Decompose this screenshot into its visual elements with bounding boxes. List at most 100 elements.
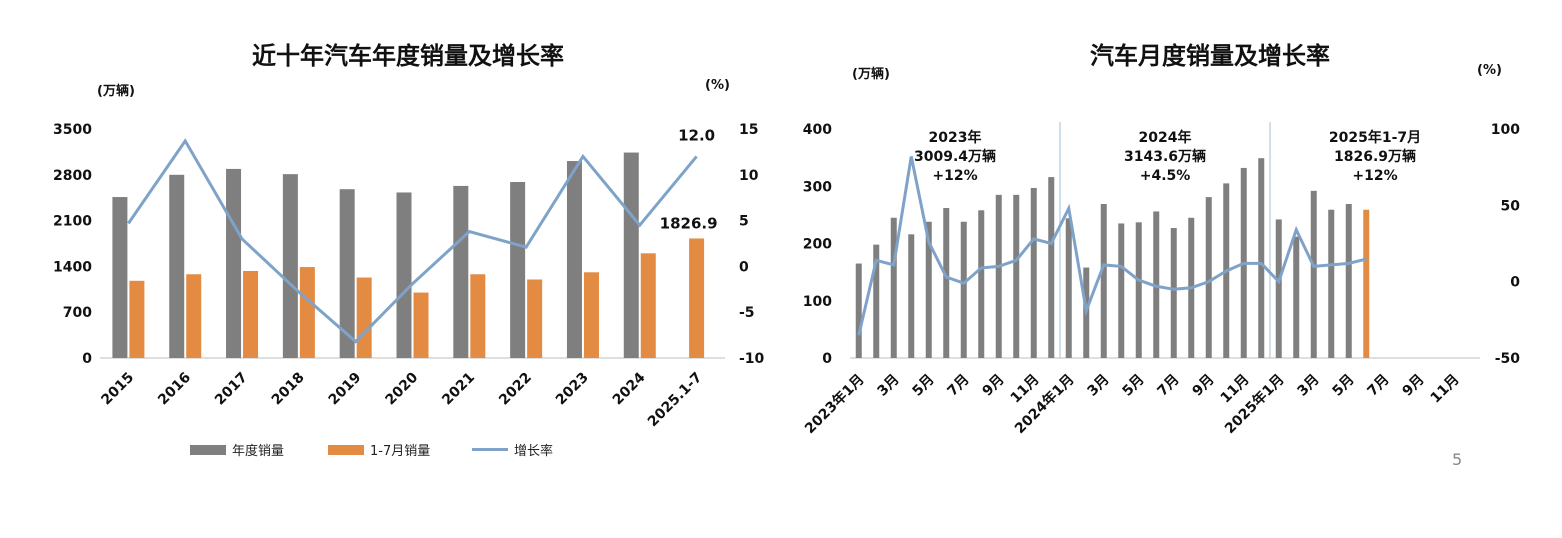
annual-sales-bar bbox=[453, 185, 469, 358]
left-x-tick-label: 2015 bbox=[98, 370, 137, 409]
right-chart-left-unit: (万辆) bbox=[852, 67, 890, 82]
legend-swatch-jan-jul bbox=[328, 444, 364, 455]
monthly-sales-bar bbox=[855, 263, 862, 358]
monthly-sales-bar bbox=[908, 234, 915, 358]
monthly-sales-bar bbox=[1310, 190, 1317, 358]
right-chart-title: 汽车月度销量及增长率 bbox=[1090, 42, 1330, 70]
right-chart-right-unit: (%) bbox=[1477, 63, 1502, 78]
annual-sales-bar bbox=[339, 189, 355, 358]
page-number: 5 bbox=[1452, 450, 1463, 469]
right-chart-left-y-tick-label: 200 bbox=[803, 237, 832, 253]
period-annotation-total: 3009.4万辆 bbox=[914, 148, 996, 165]
right-x-tick-label: 11月 bbox=[1428, 372, 1463, 407]
annual-sales-bar bbox=[623, 152, 639, 358]
right-x-tick-label: 5月 bbox=[909, 372, 937, 400]
monthly-sales-bar bbox=[1328, 209, 1335, 358]
period-annotation-growth: +4.5% bbox=[1140, 168, 1191, 184]
left-chart-left-unit: (万辆) bbox=[97, 84, 135, 99]
monthly-sales-bar bbox=[995, 194, 1002, 358]
annual-sales-bar bbox=[396, 192, 412, 358]
legend-jan-jul-sales: 1-7月销量 bbox=[328, 440, 430, 459]
growth-rate-line bbox=[127, 138, 698, 344]
left-x-tick-label: 2023 bbox=[553, 370, 592, 409]
annotation-sales-2025: 1826.9 bbox=[660, 214, 718, 232]
jan-jul-sales-bar bbox=[186, 274, 202, 358]
annotation-growth-2025: 12.0 bbox=[678, 126, 715, 144]
left-x-tick-label: 2017 bbox=[212, 370, 251, 409]
period-annotation-total: 3143.6万辆 bbox=[1124, 148, 1206, 165]
monthly-sales-bar bbox=[1100, 203, 1107, 358]
left-x-tick-label: 2018 bbox=[269, 370, 308, 409]
right-x-tick-label: 3月 bbox=[1084, 372, 1112, 400]
right-y-tick-label: -10 bbox=[739, 351, 765, 367]
jan-jul-sales-bar bbox=[527, 279, 543, 358]
jan-jul-sales-bar bbox=[470, 274, 486, 358]
legend-label-growth: 增长率 bbox=[514, 444, 554, 459]
left-x-tick-label: 2019 bbox=[326, 370, 365, 409]
right-y-tick-label: 5 bbox=[739, 214, 749, 230]
left-x-tick-label: 2021 bbox=[439, 370, 478, 409]
left-y-tick-label: 1400 bbox=[53, 259, 92, 275]
monthly-growth-rate-line bbox=[857, 156, 1367, 336]
left-y-tick-label: 2800 bbox=[53, 168, 92, 184]
monthly-sales-bar bbox=[960, 221, 967, 358]
left-x-tick-label: 2025.1-7 bbox=[645, 370, 706, 431]
right-y-tick-label: 0 bbox=[739, 259, 749, 275]
right-y-tick-label: 15 bbox=[739, 122, 758, 138]
legend-annual-sales: 年度销量 bbox=[190, 440, 284, 459]
monthly-sales-bar bbox=[978, 210, 985, 358]
monthly-sales-bar bbox=[925, 221, 932, 358]
right-y-tick-label: -5 bbox=[739, 305, 755, 321]
annual-sales-bar bbox=[566, 161, 582, 358]
annual-sales-bar bbox=[169, 174, 185, 358]
annual-sales-bar bbox=[226, 168, 242, 358]
right-x-tick-label: 7月 bbox=[944, 372, 972, 400]
right-x-tick-label: 5月 bbox=[1329, 372, 1357, 400]
right-chart-right-y-tick-label: 0 bbox=[1510, 275, 1520, 291]
right-chart-left-y-tick-label: 300 bbox=[803, 179, 832, 195]
monthly-sales-bar bbox=[1345, 203, 1352, 358]
monthly-sales-bar bbox=[1135, 222, 1142, 358]
left-x-tick-label: 2022 bbox=[496, 370, 535, 409]
right-x-tick-label: 5月 bbox=[1119, 372, 1147, 400]
monthly-sales-bar bbox=[1048, 177, 1055, 358]
jan-jul-sales-bar bbox=[583, 272, 599, 358]
period-annotation-growth: +12% bbox=[1352, 168, 1397, 184]
jan-jul-sales-bar bbox=[129, 280, 145, 358]
legend-swatch-annual bbox=[190, 444, 226, 455]
right-y-tick-label: 10 bbox=[739, 168, 759, 184]
monthly-sales-bar bbox=[873, 244, 880, 358]
right-chart-right-y-tick-label: 100 bbox=[1491, 122, 1520, 138]
right-x-tick-label: 3月 bbox=[1294, 372, 1322, 400]
period-annotation-growth: +12% bbox=[932, 168, 977, 184]
left-x-tick-label: 2020 bbox=[382, 369, 421, 408]
monthly-sales-bar bbox=[890, 217, 897, 358]
monthly-sales-bar bbox=[1293, 236, 1300, 358]
right-chart-right-y-tick-label: 50 bbox=[1501, 198, 1521, 214]
left-y-tick-label: 2100 bbox=[53, 214, 92, 230]
monthly-sales-bar bbox=[1065, 218, 1072, 358]
annual-sales-bar bbox=[510, 181, 526, 358]
left-y-tick-label: 700 bbox=[63, 305, 92, 321]
legend-growth-rate: 增长率 bbox=[472, 440, 553, 459]
jan-jul-sales-bar bbox=[356, 277, 372, 358]
legend-label-annual: 年度销量 bbox=[232, 444, 285, 459]
right-chart-left-y-tick-label: 0 bbox=[822, 351, 832, 367]
annual-sales-bar bbox=[112, 197, 128, 358]
jan-jul-sales-bar bbox=[243, 270, 259, 358]
jan-jul-sales-bar bbox=[689, 238, 705, 358]
right-x-tick-label: 7月 bbox=[1154, 372, 1182, 400]
left-y-tick-label: 3500 bbox=[53, 122, 92, 138]
period-annotation-label: 2023年 bbox=[929, 129, 982, 146]
right-chart-left-y-tick-label: 400 bbox=[803, 122, 832, 138]
right-x-tick-label: 9月 bbox=[979, 372, 1007, 400]
right-chart-left-y-tick-label: 100 bbox=[803, 294, 832, 310]
period-annotation-total: 1826.9万辆 bbox=[1334, 148, 1416, 165]
period-annotation-label: 2025年1-7月 bbox=[1329, 129, 1421, 146]
monthly-sales-bar-highlight bbox=[1363, 209, 1370, 358]
left-x-tick-label: 2016 bbox=[155, 370, 194, 409]
jan-jul-sales-bar bbox=[640, 253, 656, 358]
monthly-sales-bar bbox=[1030, 187, 1037, 358]
right-x-tick-label: 9月 bbox=[1399, 372, 1427, 400]
